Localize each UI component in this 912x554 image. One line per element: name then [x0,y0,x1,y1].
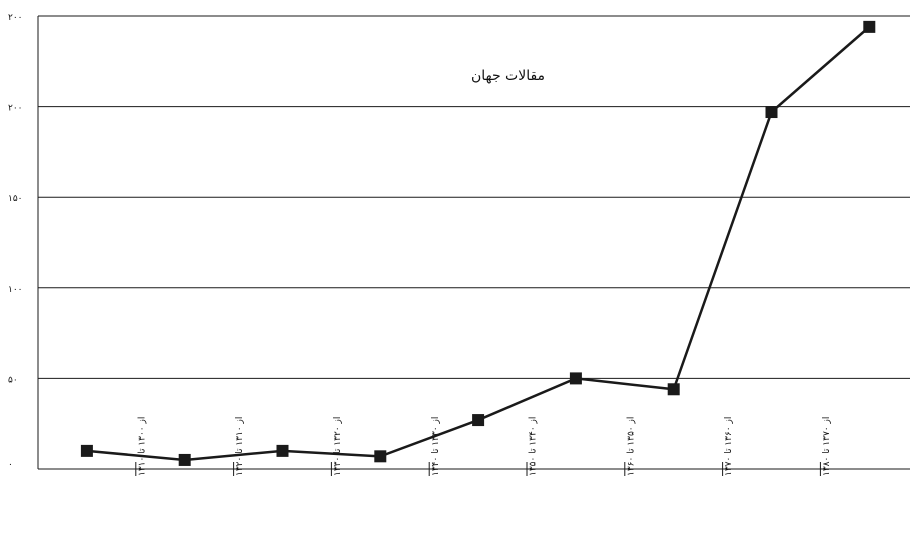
data-point-marker [178,453,191,466]
series-line [80,20,876,466]
y-tick-label: ۱۵۰ [8,194,23,204]
y-tick-label: ۵۰ [8,375,18,385]
gridlines [38,15,910,379]
x-tick-label: از ۱۳۵۰ تا ۱۳۶۰ [626,417,636,476]
data-point-marker [80,444,93,457]
chart-title: مقالات جهان [471,68,545,84]
data-point-marker [765,106,778,119]
x-tick-label: از ۱۳۷۰ تا ۱۳۸۰ [822,417,832,476]
data-point-marker [276,444,289,457]
data-point-marker [569,372,582,385]
x-tick-label: از ۱۳۴۰ تا ۱۳۵۰ [529,417,539,476]
data-point-marker [667,383,680,396]
x-tick-label: از ۱۳۰۰ تا ۱۳۱۰ [137,417,147,476]
x-tick-labels: از ۱۳۰۰ تا ۱۳۱۰ از ۱۳۱۰ تا ۱۳۲۰ از ۱۳۲۰ تا… [137,417,832,476]
x-tick-label: از ۱۳۶۰ تا ۱۳۷۰ [724,417,734,476]
data-point-marker [863,20,876,33]
x-tick-label: از ۱۳۱۰ تا ۱۳۲۰ [235,417,245,476]
data-point-marker [374,450,387,463]
data-point-marker [472,414,485,427]
y-tick-label: ۱۰۰ [8,285,23,295]
series-line-path [86,25,871,462]
x-tick-label: از ۱۳۳۰ تا ۱۳۴۰ [431,417,441,476]
axes [37,16,910,476]
y-tick-label: ۲۰۰ [8,104,23,114]
y-tick-label: ۲۰۰ [8,13,23,23]
y-tick-labels: ۰ ۵۰ ۱۰۰ ۱۵۰ ۲۰۰ ۲۰۰ [8,13,23,470]
y-tick-label: ۰ [8,460,13,470]
x-tick-label: از ۱۳۲۰ تا ۱۳۳۰ [333,417,343,476]
